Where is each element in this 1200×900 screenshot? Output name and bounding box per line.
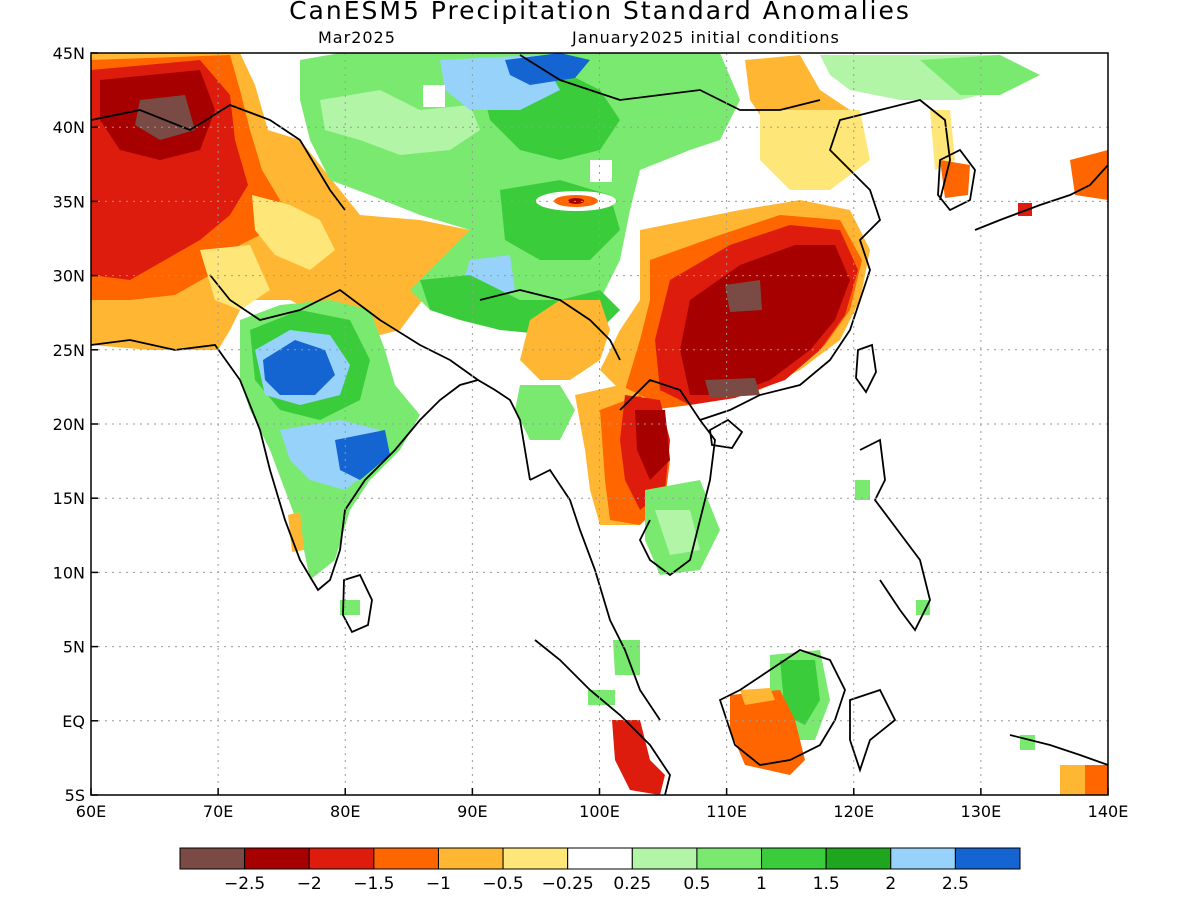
- colorbar: −2.5 −2 −1.5 −1 −0.5 −0.25 0.25 0.5 1 1.5 2 2.5: [179, 847, 1021, 894]
- colorbar-label: −0.5: [482, 874, 523, 894]
- x-tick-label: 80E: [330, 802, 360, 821]
- y-tick-label: 40N: [53, 118, 85, 137]
- x-tick-label: 60E: [76, 802, 106, 821]
- valid-month: Mar2025: [318, 28, 396, 47]
- y-tick-label: EQ: [62, 712, 85, 731]
- x-tick-label: 70E: [203, 802, 233, 821]
- y-tick-label: 30N: [53, 267, 85, 286]
- anomaly-field: [91, 53, 1108, 795]
- x-tick-label: 90E: [457, 802, 487, 821]
- colorbar-swatch: [308, 847, 375, 870]
- colorbar-label: 0.25: [613, 874, 651, 894]
- y-tick-label: 25N: [53, 341, 85, 360]
- initial-conditions: January2025 initial conditions: [572, 28, 840, 47]
- colorbar-label: −0.25: [542, 874, 594, 894]
- colorbar-swatch: [631, 847, 698, 870]
- colorbar-swatch: [179, 847, 246, 870]
- colorbar-swatch: [373, 847, 439, 870]
- colorbar-label: −2.5: [224, 874, 265, 894]
- y-tick-label: 45N: [53, 44, 85, 63]
- coastlines: [91, 54, 1108, 795]
- y-tick-label: 20N: [53, 415, 85, 434]
- colorbar-swatch: [502, 847, 569, 870]
- colorbar-swatch: [437, 847, 504, 870]
- colorbar-label: −1: [426, 874, 451, 894]
- y-tick-label: 5N: [63, 638, 85, 657]
- y-tick-label: 15N: [53, 489, 85, 508]
- colorbar-swatch: [761, 847, 827, 870]
- colorbar-swatch: [890, 847, 956, 870]
- colorbar-label: 2: [885, 874, 896, 894]
- colorbar-label: 1.5: [813, 874, 840, 894]
- y-tick-label: 10N: [53, 563, 85, 582]
- gridlines: [91, 53, 1108, 795]
- x-tick-label: 140E: [1088, 802, 1129, 821]
- map-title: CanESM5 Precipitation Standard Anomalies: [289, 0, 911, 25]
- x-tick-label: 100E: [579, 802, 620, 821]
- colorbar-swatch: [244, 847, 310, 870]
- colorbar-swatch: [696, 847, 763, 870]
- x-tick-label: 110E: [706, 802, 747, 821]
- colorbar-label: 2.5: [942, 874, 969, 894]
- colorbar-swatch: [825, 847, 892, 870]
- y-tick-label: 35N: [53, 192, 85, 211]
- colorbar-swatch: [954, 847, 1021, 870]
- y-axis: 45N 40N 35N 30N 25N 20N 15N 10N 5N EQ 5S: [53, 44, 98, 805]
- x-axis: 60E 70E 80E 90E 100E 110E 120E 130E 140E: [76, 788, 1129, 821]
- x-tick-label: 130E: [961, 802, 1002, 821]
- x-tick-label: 120E: [833, 802, 874, 821]
- y-tick-label: 5S: [65, 786, 85, 805]
- colorbar-label: −2: [297, 874, 322, 894]
- colorbar-label: −1.5: [353, 874, 394, 894]
- colorbar-label: 1: [756, 874, 767, 894]
- colorbar-label: 0.5: [683, 874, 710, 894]
- colorbar-swatch: [567, 847, 633, 870]
